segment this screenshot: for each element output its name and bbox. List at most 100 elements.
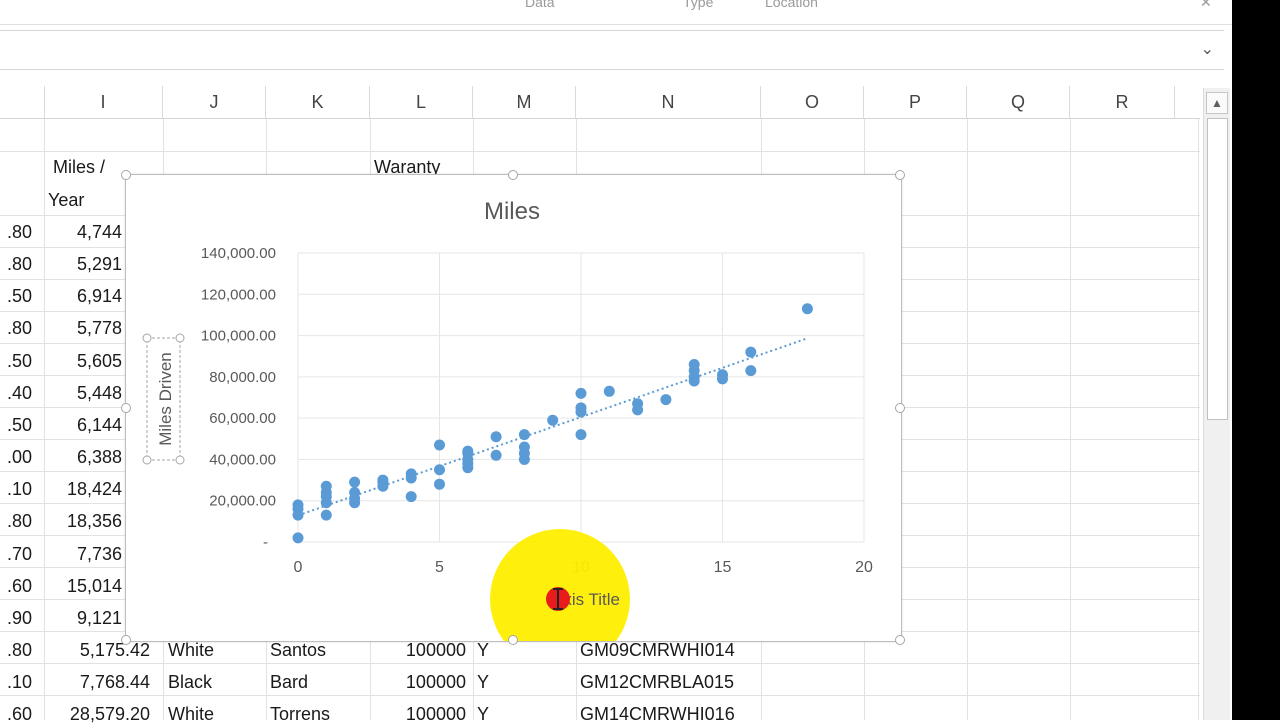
chevron-down-icon[interactable]: ⌄ (1200, 41, 1214, 58)
cell-miles-per-year[interactable]: 28,579.20 (69, 704, 150, 724)
cell-miles-per-year[interactable]: 4,744 (76, 222, 122, 242)
column-header-m[interactable]: M (473, 86, 576, 118)
cell-code[interactable]: GM12CMRBLA015 (580, 672, 735, 692)
cell-h-value[interactable]: .10 (6, 672, 32, 692)
cell-color[interactable]: Black (168, 672, 213, 692)
cell-name[interactable]: Bard (270, 672, 309, 692)
cell-flag[interactable]: Y (477, 640, 490, 660)
header-miles-per-year-line2[interactable]: Year (48, 190, 85, 210)
cell-h-value[interactable]: .40 (6, 383, 32, 403)
cell-name[interactable]: Santos (270, 640, 327, 660)
data-point (490, 449, 502, 461)
cell-miles-per-year[interactable]: 5,291 (76, 254, 122, 274)
cell-code[interactable]: GM14CMRWHI016 (580, 704, 735, 724)
data-point (320, 480, 332, 492)
cell-h-value[interactable]: .80 (6, 318, 32, 338)
cell-miles-per-year[interactable]: 5,448 (76, 383, 122, 403)
column-header-k[interactable]: K (266, 86, 370, 118)
cell-name[interactable]: Torrens (270, 704, 331, 724)
column-header-p[interactable]: P (864, 86, 967, 118)
ribbon-label-data[interactable]: Data (525, 0, 555, 10)
cell-h-value[interactable]: .50 (6, 351, 32, 371)
column-headers: I J K L M N O P Q R (0, 86, 1200, 119)
column-header-r[interactable]: R (1070, 86, 1175, 118)
cell-miles-per-year[interactable]: 18,424 (66, 479, 122, 499)
cell-h-value[interactable]: .50 (6, 286, 32, 306)
ribbon-label-location[interactable]: Location (765, 0, 818, 10)
cell-color[interactable]: White (168, 640, 215, 660)
cell-warranty[interactable]: 100000 (405, 704, 466, 724)
scroll-up-arrow-icon[interactable]: ▲ (1206, 92, 1228, 114)
ribbon-strip: Data Type Location ✕ (0, 0, 1232, 25)
chart-resize-handle[interactable] (121, 403, 131, 413)
cell-h-value[interactable]: .90 (6, 608, 32, 628)
y-tick-label: 100,000.00 (201, 328, 276, 345)
column-header-q[interactable]: Q (967, 86, 1070, 118)
data-point (434, 439, 445, 451)
column-header-o[interactable]: O (761, 86, 864, 118)
data-point (462, 445, 474, 457)
cell-h-value[interactable]: .80 (6, 511, 32, 531)
data-point (320, 509, 332, 521)
y-tick-label: 140,000.00 (201, 245, 276, 262)
column-header-n[interactable]: N (576, 86, 761, 118)
cell-miles-per-year[interactable]: 18,356 (66, 511, 122, 531)
cell-warranty[interactable]: 100000 (405, 672, 466, 692)
x-tick-label: 15 (714, 559, 732, 576)
data-point (575, 387, 587, 399)
cell-miles-per-year[interactable]: 6,144 (76, 415, 122, 435)
cell-h-value[interactable]: .60 (6, 704, 32, 724)
window-edge (1232, 0, 1280, 720)
chart-resize-handle[interactable] (895, 170, 905, 180)
cell-miles-per-year[interactable]: 5,175.42 (79, 640, 150, 660)
cell-h-value[interactable]: .80 (6, 222, 32, 242)
column-header-l[interactable]: L (370, 86, 473, 118)
data-points (292, 303, 813, 544)
cell-flag[interactable]: Y (477, 672, 490, 692)
cell-flag[interactable]: Y (477, 704, 490, 724)
header-miles-per-year-line1[interactable]: Miles / (53, 157, 106, 177)
chart-resize-handle[interactable] (508, 635, 518, 645)
y-axis-title: Miles Driven (156, 352, 175, 446)
scrollbar-thumb[interactable] (1207, 118, 1228, 420)
cell-miles-per-year[interactable]: 15,014 (66, 576, 122, 596)
column-header-blank[interactable] (0, 86, 45, 118)
y-axis-ticks: - 20,000.00 40,000.00 60,000.00 80,000.00 100… (201, 245, 276, 551)
header-warranty[interactable]: Waranty (374, 157, 441, 177)
cell-miles-per-year[interactable]: 7,768.44 (79, 672, 150, 692)
cell-miles-per-year[interactable]: 7,736 (76, 544, 122, 564)
vertical-scrollbar[interactable]: ▲ (1203, 88, 1230, 720)
column-header-j[interactable]: J (163, 86, 266, 118)
cell-h-value[interactable]: .00 (6, 447, 32, 467)
chart-resize-handle[interactable] (895, 635, 905, 645)
cell-h-value[interactable]: .50 (6, 415, 32, 435)
chart-resize-handle[interactable] (508, 170, 518, 180)
cell-miles-per-year[interactable]: 9,121 (76, 608, 122, 628)
cell-h-value[interactable]: .70 (6, 544, 32, 564)
cell-h-value[interactable]: .80 (6, 640, 32, 660)
y-axis-title-selection (146, 337, 181, 461)
formula-bar[interactable]: ⌄ (0, 30, 1224, 70)
ribbon-label-type[interactable]: Type (683, 0, 714, 10)
column-header-i[interactable]: I (44, 86, 163, 118)
data-point (405, 491, 417, 503)
cell-miles-per-year[interactable]: 5,778 (76, 318, 122, 338)
chart-resize-handle[interactable] (121, 635, 131, 645)
cell-miles-per-year[interactable]: 5,605 (76, 351, 122, 371)
cell-h-value[interactable]: .80 (6, 254, 32, 274)
data-point (518, 441, 530, 453)
close-icon[interactable]: ✕ (1200, 0, 1212, 10)
selection-handle (175, 455, 185, 465)
cell-miles-per-year[interactable]: 6,914 (76, 286, 122, 306)
cell-h-value[interactable]: .10 (6, 479, 32, 499)
cell-miles-per-year[interactable]: 6,388 (76, 447, 122, 467)
cell-code[interactable]: GM09CMRWHI014 (580, 640, 735, 660)
cell-color[interactable]: White (168, 704, 215, 724)
cell-h-value[interactable]: .60 (6, 576, 32, 596)
chart-resize-handle[interactable] (121, 170, 131, 180)
scatter-chart[interactable]: - 20,000.00 40,000.00 60,000.00 80,000.00 100… (121, 170, 905, 645)
chart-resize-handle[interactable] (895, 403, 905, 413)
data-point (490, 431, 502, 443)
y-tick-label: 40,000.00 (209, 451, 276, 468)
cell-warranty[interactable]: 100000 (405, 640, 466, 660)
